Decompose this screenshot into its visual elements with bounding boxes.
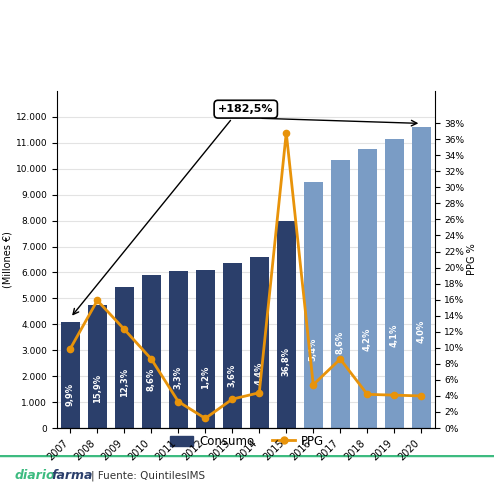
Bar: [249, 257, 269, 428]
Text: | Fuente: QuintilesIMS: | Fuente: QuintilesIMS: [91, 470, 206, 481]
Text: hospitalario y previsión hasta 2020: hospitalario y previsión hasta 2020: [20, 59, 367, 78]
Y-axis label: PPG %: PPG %: [467, 244, 477, 276]
Text: 12,3%: 12,3%: [120, 369, 129, 398]
Bar: [277, 220, 296, 428]
Text: 8,6%: 8,6%: [336, 331, 345, 354]
Bar: [330, 160, 350, 428]
Legend: Consumo, PPG: Consumo, PPG: [165, 430, 329, 453]
Text: 9,9%: 9,9%: [66, 382, 75, 405]
Text: 3,3%: 3,3%: [174, 366, 183, 389]
Text: 15,9%: 15,9%: [93, 374, 102, 403]
Text: 1,2%: 1,2%: [201, 366, 210, 389]
Y-axis label: Consumo
(Millones €): Consumo (Millones €): [0, 231, 13, 288]
Text: 4,1%: 4,1%: [390, 324, 399, 347]
Bar: [87, 305, 107, 428]
Text: 4,2%: 4,2%: [363, 327, 372, 350]
Text: 4,4%: 4,4%: [255, 362, 264, 385]
Bar: [115, 287, 134, 428]
Text: 8,6%: 8,6%: [147, 368, 156, 391]
Bar: [384, 139, 404, 428]
Text: 3,6%: 3,6%: [228, 364, 237, 387]
Bar: [168, 271, 188, 428]
Text: 36,8%: 36,8%: [282, 347, 291, 376]
Text: Evolución del mercado farmacéutico: Evolución del mercado farmacéutico: [20, 18, 375, 36]
Bar: [303, 182, 323, 428]
Text: 5,4%: 5,4%: [309, 338, 318, 361]
Text: diario: diario: [15, 469, 55, 482]
Bar: [412, 127, 431, 428]
Text: +182,5%: +182,5%: [218, 104, 274, 114]
Text: 4,0%: 4,0%: [417, 320, 426, 343]
Bar: [196, 270, 215, 428]
Bar: [142, 275, 161, 428]
Bar: [358, 150, 377, 428]
Bar: [61, 322, 80, 428]
Text: farma: farma: [51, 469, 92, 482]
Bar: [223, 263, 242, 428]
